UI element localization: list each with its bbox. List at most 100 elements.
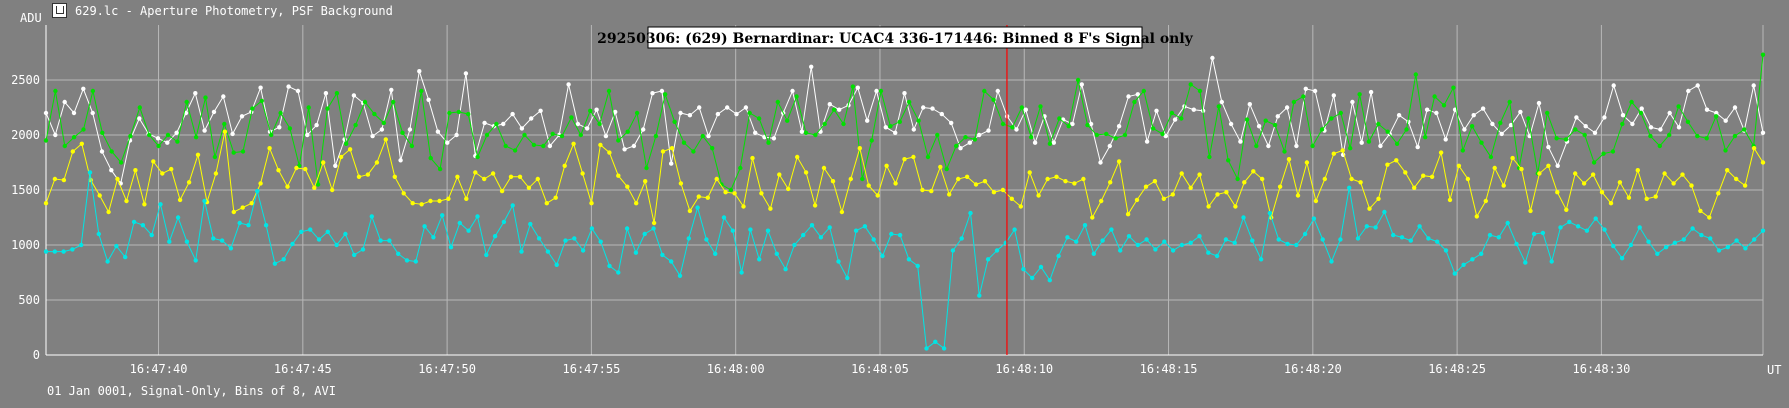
data-point [544,201,549,206]
data-point [920,187,925,193]
data-point [1276,237,1281,242]
data-point [1072,181,1077,186]
data-point [1751,83,1756,88]
data-point [1331,151,1337,156]
data-point [1250,238,1255,243]
data-point [195,152,201,157]
data-point [1635,168,1641,173]
data-point [70,247,75,252]
data-point [106,209,111,215]
data-point [659,88,665,94]
data-point [1132,99,1137,105]
data-point [1760,130,1766,135]
data-point [221,94,226,99]
data-point [1396,113,1402,118]
data-point [1424,107,1430,112]
data-point [1256,124,1262,129]
data-point [700,133,705,139]
data-point [249,201,254,206]
status-footer: 01 Jan 0001, Signal-Only, Bins of 8, AVI [47,384,336,398]
data-point [510,111,515,117]
data-point [1267,210,1273,216]
data-point [1285,241,1290,247]
data-point [1122,132,1128,138]
data-point [1505,220,1510,226]
data-point [809,223,815,228]
data-point [158,202,163,207]
data-point [1699,232,1704,238]
data-point [1426,236,1431,241]
data-point [1070,121,1075,127]
yellow-series-line [45,131,1764,224]
data-point [1620,121,1625,127]
data-point [559,133,565,139]
data-point [753,130,758,135]
data-point [759,191,764,196]
data-point [212,154,218,160]
data-point [1496,235,1502,240]
data-point [827,102,832,107]
data-point [1233,204,1238,209]
data-point [889,231,894,237]
data-point [580,248,586,253]
data-point [351,93,357,98]
data-point [53,88,58,94]
data-point [1681,237,1687,242]
data-point [837,107,842,112]
data-point [1113,136,1118,141]
data-point [830,179,836,184]
data-point [62,143,67,149]
data-point [99,149,105,154]
data-point [1574,115,1579,120]
data-point [1629,99,1634,105]
data-point [1319,127,1325,132]
data-point [1620,113,1626,118]
data-point [1197,172,1202,177]
data-point [1376,196,1381,201]
data-point [785,118,790,123]
data-point [1056,253,1061,259]
data-point [871,237,876,242]
data-point [1294,143,1299,149]
data-point [750,155,755,161]
data-point [860,176,865,182]
data-point [1179,242,1185,248]
data-point [1260,176,1265,182]
data-point [985,257,991,262]
data-point [1438,150,1444,155]
data-point [294,165,299,171]
data-point [183,110,189,116]
data-point [794,94,799,99]
data-point [109,168,114,173]
data-point [239,114,245,119]
data-point [1663,245,1669,250]
data-point [933,339,938,344]
data-point [691,149,696,154]
data-point [492,234,498,239]
data-point [813,132,818,138]
data-point [499,188,505,194]
data-point [160,171,165,176]
data-point [1630,121,1635,127]
y-tick-label: 500 [18,293,40,307]
data-point [1653,194,1658,199]
data-point [1045,176,1050,182]
data-point [681,140,687,145]
data-point [419,88,424,94]
data-point [165,132,171,138]
data-point [295,88,301,94]
data-point [964,174,970,179]
data-point [1628,242,1634,248]
data-point [963,135,968,140]
data-point [715,111,721,117]
data-point [448,245,454,250]
data-point [1172,117,1178,122]
data-point [1291,99,1297,105]
data-point [1322,176,1328,182]
data-point [1408,238,1414,243]
data-point [1611,243,1616,249]
data-point [124,198,129,204]
data-point [1340,148,1345,153]
data-point [519,126,525,131]
data-point [1582,132,1587,138]
